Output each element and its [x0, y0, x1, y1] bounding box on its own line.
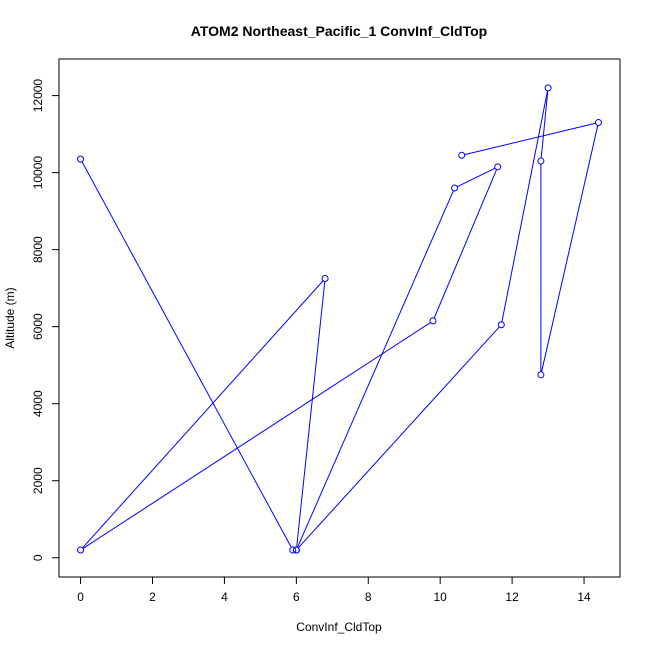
x-tick-label: 6: [293, 590, 300, 604]
data-point: [321, 275, 329, 283]
x-tick-label: 12: [505, 590, 519, 604]
y-tick-label: 8000: [31, 236, 45, 263]
data-point: [451, 184, 459, 192]
x-tick-label: 2: [149, 590, 156, 604]
x-tick-label: 0: [77, 590, 84, 604]
data-point: [594, 119, 602, 127]
x-tick-label: 4: [221, 590, 228, 604]
y-tick-label: 0: [31, 554, 45, 561]
series-layer: [77, 84, 602, 554]
x-tick-label: 8: [365, 590, 372, 604]
series-segment: [433, 169, 498, 319]
data-point: [77, 155, 85, 163]
series-segment: [501, 90, 548, 322]
series-segment: [82, 280, 324, 549]
y-tick-label: 4000: [31, 390, 45, 417]
x-tick-label: 10: [434, 590, 448, 604]
y-axis: 0 2000 4000 6000 8000 10000 12000: [31, 79, 60, 561]
data-point: [537, 157, 545, 165]
data-point: [429, 317, 437, 325]
y-axis-label: Altitude (m): [3, 287, 17, 348]
series-segment: [81, 161, 292, 548]
data-point: [494, 163, 502, 171]
y-tick-label: 12000: [31, 79, 45, 113]
series-segment: [297, 326, 500, 549]
chart-title: ATOM2 Northeast_Pacific_1 ConvInf_CldTop: [191, 23, 487, 39]
y-tick-label: 2000: [31, 467, 45, 494]
data-point: [497, 321, 505, 329]
series-segment: [540, 90, 549, 159]
data-point: [292, 546, 300, 554]
x-axis-label: ConvInf_CldTop: [296, 620, 382, 634]
data-point: [289, 546, 297, 554]
series-segment: [541, 125, 599, 372]
x-tick-label: 14: [577, 590, 591, 604]
y-tick-label: 10000: [31, 156, 45, 190]
data-point: [458, 151, 466, 159]
data-point: [544, 84, 552, 92]
series-segment: [464, 122, 596, 156]
series-segment: [296, 281, 326, 548]
data-point: [77, 546, 85, 554]
x-axis: 0 2 4 6 8 10 12 14: [77, 576, 591, 604]
y-tick-label: 6000: [31, 313, 45, 340]
data-point: [537, 371, 545, 379]
series-segment: [297, 190, 454, 548]
series-segment: [457, 167, 496, 188]
series-segment: [82, 322, 431, 549]
